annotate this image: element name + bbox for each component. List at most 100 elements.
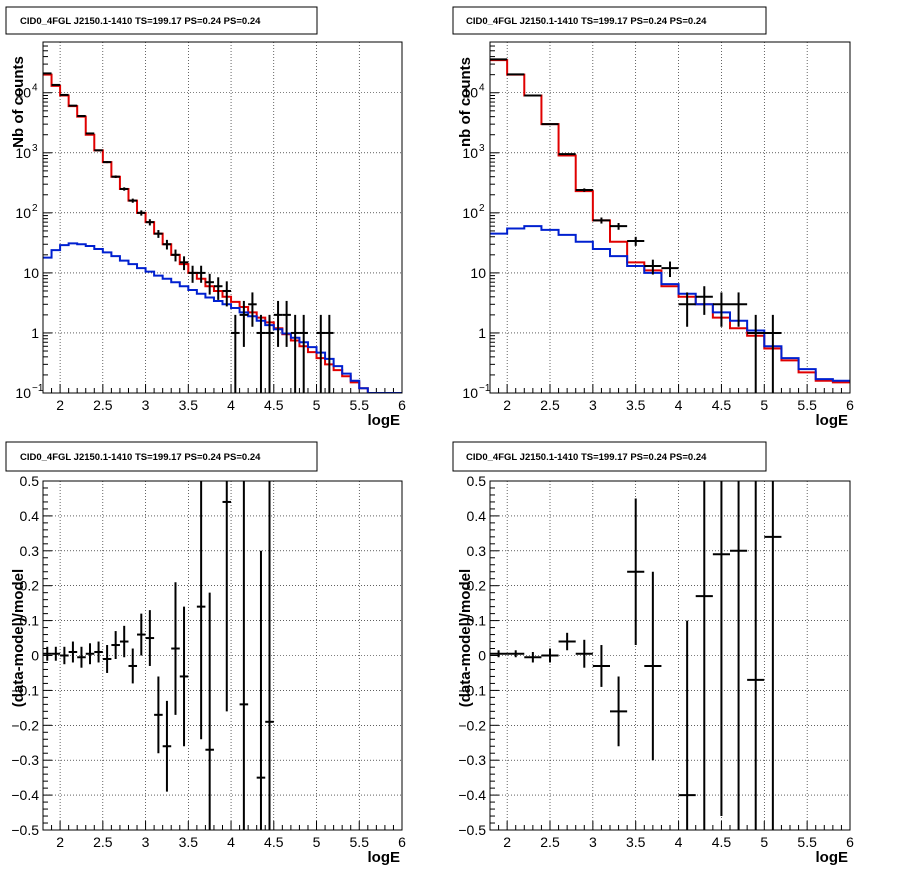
plot-area — [43, 72, 402, 393]
y-tick-exponent: 3 — [32, 143, 38, 154]
y-tick-label: 10 — [462, 385, 478, 401]
x-axis: 2 2.5 3 3.5 4 4.5 5 5.5 6 — [42, 821, 406, 850]
data-point — [162, 700, 172, 792]
data-point — [231, 314, 240, 393]
y-tick-exponent: −1 — [32, 383, 44, 394]
x-axis: 2 2.5 3 3.5 4 4.5 5 5.5 6 — [489, 821, 854, 850]
x-tick-label: 6 — [846, 397, 854, 413]
x-axis-label: logE — [368, 849, 401, 866]
data-point — [119, 625, 129, 658]
x-tick-label: 4 — [227, 397, 235, 413]
y-axis: −0.5 −0.4 −0.3 −0.2 −0.1 0 0.1 0.2 0.3 0.4 0.5 — [458, 473, 499, 838]
data-point — [695, 481, 713, 830]
y-tick-label: 0.1 — [20, 613, 40, 629]
data-point — [137, 613, 146, 656]
plot-frame-top — [42, 480, 403, 831]
data-point — [524, 652, 542, 663]
x-tick-label: 2 — [503, 397, 511, 413]
plot-frame-top — [42, 41, 403, 394]
y-tick-label: −0.3 — [11, 752, 39, 768]
data-point — [239, 481, 249, 830]
chart-title: CID0_4FGL J2150.1-1410 TS=199.17 PS=0.24… — [20, 452, 261, 463]
x-tick-label: 3.5 — [179, 834, 199, 850]
x-tick-label: 5 — [313, 397, 321, 413]
title-box — [452, 441, 767, 472]
panel-counts-left: CID0_4FGL J2150.1-1410 TS=199.17 PS=0.24… — [5, 6, 406, 429]
data-point — [213, 277, 223, 300]
plot-frame — [42, 41, 403, 394]
data-point — [77, 646, 86, 668]
x-tick-label: 4.5 — [712, 834, 732, 850]
data-point — [764, 314, 782, 393]
x-tick-label: 5.5 — [797, 397, 817, 413]
data-point — [610, 676, 628, 747]
data-point — [51, 646, 61, 661]
y-tick-exponent: 4 — [479, 83, 485, 94]
grid — [43, 42, 402, 393]
y-tick-label: 10 — [462, 145, 478, 161]
x-tick-label: 4.5 — [264, 397, 284, 413]
panel-residuals-left: CID0_4FGL J2150.1-1410 TS=199.17 PS=0.24… — [5, 441, 406, 866]
total-model-histogram — [43, 73, 402, 393]
data-point — [60, 646, 69, 665]
data-point — [265, 314, 274, 393]
data-point — [644, 571, 662, 761]
data-point — [162, 239, 172, 250]
plot-area — [490, 481, 782, 830]
data-point — [77, 115, 86, 118]
x-tick-label: 2.5 — [540, 397, 560, 413]
data-point — [222, 281, 232, 307]
total-model-histogram — [490, 59, 850, 384]
x-tick-label: 6 — [846, 834, 854, 850]
x-tick-label: 4.5 — [264, 834, 284, 850]
data-point — [111, 631, 120, 659]
plot-area — [490, 58, 850, 393]
grid — [43, 481, 402, 830]
y-tick-exponent: 3 — [479, 143, 485, 154]
x-tick-label: 2 — [503, 834, 511, 850]
x-tick-label: 3.5 — [179, 397, 199, 413]
data-point — [575, 188, 593, 192]
data-point — [747, 314, 765, 393]
y-tick-label: 10 — [15, 145, 31, 161]
x-tick-label: 4.5 — [712, 397, 732, 413]
y-tick-exponent: 2 — [32, 203, 38, 214]
chart-title: CID0_4FGL J2150.1-1410 TS=199.17 PS=0.24… — [466, 16, 707, 27]
x-tick-label: 5.5 — [350, 834, 370, 850]
data-point — [541, 123, 559, 126]
y-tick-label: 0.3 — [20, 543, 40, 559]
y-tick-label: 1 — [31, 325, 39, 341]
data-point — [592, 217, 610, 224]
data-point — [256, 314, 266, 393]
panel-residuals-right: CID0_4FGL J2150.1-1410 TS=199.17 PS=0.24… — [452, 441, 854, 866]
y-tick-label: −0.1 — [11, 682, 39, 698]
x-axis-label: logE — [368, 412, 401, 429]
x-tick-label: 2 — [56, 834, 64, 850]
data-point — [205, 592, 214, 830]
data-point — [290, 314, 300, 393]
data-point — [119, 187, 129, 191]
data-point — [171, 582, 180, 715]
data-point — [764, 481, 782, 830]
y-tick-label: 10 — [15, 205, 31, 221]
y-tick-label: 10 — [15, 85, 31, 101]
plot-area — [43, 481, 274, 830]
data-point — [730, 292, 748, 327]
y-tick-label: −0.2 — [458, 717, 486, 733]
y-tick-label: 10 — [23, 265, 39, 281]
x-axis: 2 2.5 3 3.5 4 4.5 5 5.5 6 — [42, 384, 406, 413]
data-point — [316, 314, 326, 393]
data-point — [627, 498, 645, 646]
plot-frame-top — [489, 480, 851, 831]
data-point — [94, 641, 103, 663]
data-point — [222, 481, 232, 712]
data-point — [256, 550, 266, 830]
data-point — [68, 104, 78, 107]
x-tick-label: 5 — [760, 834, 768, 850]
data-point — [179, 256, 189, 271]
y-tick-label: 0 — [478, 648, 486, 664]
data-point — [196, 265, 206, 283]
data-point — [205, 273, 214, 295]
data-point — [171, 249, 180, 262]
